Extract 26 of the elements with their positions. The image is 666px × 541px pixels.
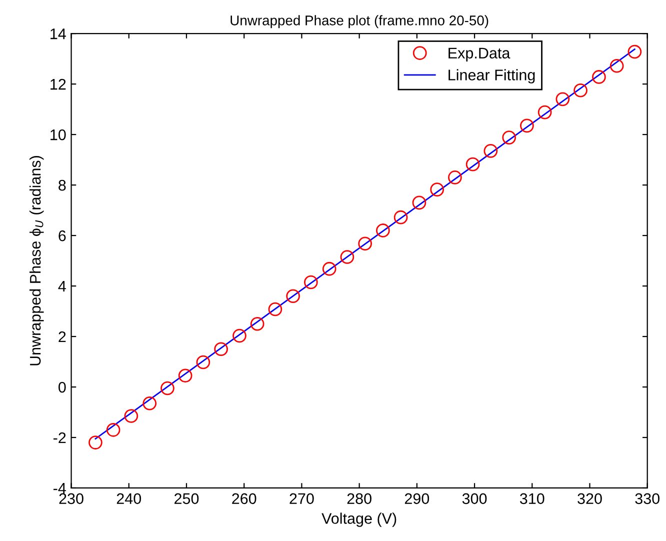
x-axis-title: Voltage (V): [322, 512, 396, 527]
y-tick-label: 12: [50, 78, 66, 90]
y-tick-label: 4: [58, 281, 66, 292]
x-tick-label: 300: [462, 493, 487, 504]
y-axis-title: Unwrapped Phase ϕ$_{U}$ (radians): [29, 156, 44, 366]
y-tick-label: -4: [53, 483, 66, 494]
legend-label: Linear Fitting: [448, 69, 535, 84]
x-tick-label: 230: [59, 493, 84, 504]
y-tick-label: 8: [58, 180, 66, 191]
y-tick-label: 2: [58, 331, 66, 342]
x-tick-label: 260: [232, 493, 256, 504]
x-tick-label: 320: [578, 493, 602, 504]
y-tick-label: 10: [50, 129, 66, 140]
x-tick-label: 290: [404, 493, 430, 504]
x-tick-label: 240: [116, 493, 142, 504]
x-tick-label: 330: [635, 493, 660, 504]
legend-label: Exp.Data: [448, 48, 510, 62]
y-tick-label: 0: [58, 382, 66, 393]
y-tick-label: 6: [58, 230, 66, 242]
y-tick-label: -2: [53, 432, 66, 444]
chart-title: Unwrapped Phase plot (frame.mno 20-50): [230, 15, 488, 28]
x-tick-label: 250: [174, 493, 199, 504]
y-tick-label: 14: [50, 28, 66, 40]
x-tick-label: 270: [290, 493, 314, 504]
x-tick-label: 310: [520, 493, 544, 504]
x-tick-label: 280: [347, 493, 372, 504]
